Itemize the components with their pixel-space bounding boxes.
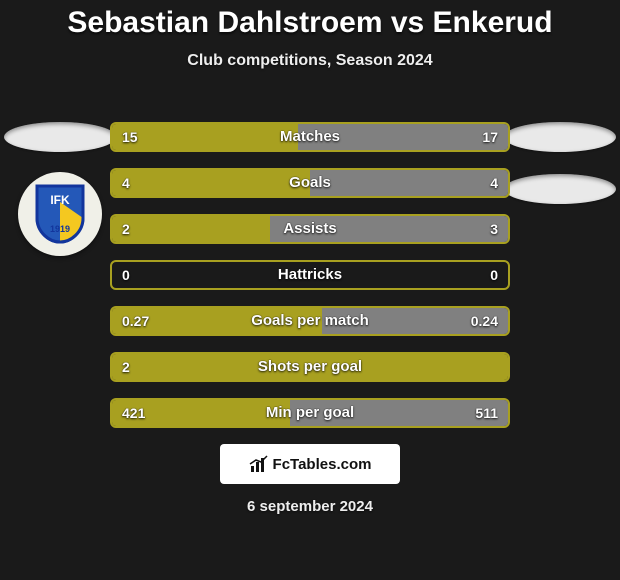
club-left-badge: IFK 1919	[18, 172, 102, 256]
stat-value-left: 0	[122, 262, 130, 288]
stat-value-left: 4	[122, 170, 130, 196]
stat-row: Matches15 17	[110, 122, 510, 152]
svg-text:1919: 1919	[50, 224, 70, 234]
date-text: 6 september 2024	[0, 498, 620, 515]
stat-value-left: 2	[122, 216, 130, 242]
stat-label: Min per goal	[112, 400, 508, 426]
player-right-column	[504, 122, 616, 204]
stat-value-right: 511	[475, 400, 498, 426]
brand-text: FcTables.com	[273, 456, 372, 473]
stat-value-right: 0	[490, 262, 498, 288]
stat-row: Hattricks0 0	[110, 260, 510, 290]
stat-value-right: 3	[490, 216, 498, 242]
stat-label: Goals	[112, 170, 508, 196]
stat-value-left: 15	[122, 124, 138, 150]
stat-label: Assists	[112, 216, 508, 242]
stat-value-right: 4	[490, 170, 498, 196]
subtitle: Club competitions, Season 2024	[0, 52, 620, 70]
svg-text:IFK: IFK	[50, 193, 70, 207]
player-left-avatar	[4, 122, 116, 152]
stat-value-left: 0.27	[122, 308, 149, 334]
stat-row: Goals per match0.27 0.24	[110, 306, 510, 336]
stat-value-right: 0.24	[471, 308, 498, 334]
stat-row: Shots per goal2	[110, 352, 510, 382]
club-right-avatar	[504, 174, 616, 204]
stat-row: Assists2 3	[110, 214, 510, 244]
shield-icon: IFK 1919	[33, 184, 87, 244]
stat-row: Goals4 4	[110, 168, 510, 198]
player-right-avatar	[504, 122, 616, 152]
stats-panel: Matches1517Goals44Assists23Hattricks00Go…	[110, 122, 510, 444]
stat-value-left: 2	[122, 354, 130, 380]
stat-label: Hattricks	[112, 262, 508, 288]
stat-label: Goals per match	[112, 308, 508, 334]
stat-row: Min per goal421 511	[110, 398, 510, 428]
brand-chart-icon	[249, 454, 269, 474]
stat-label: Shots per goal	[112, 354, 508, 380]
stat-label: Matches	[112, 124, 508, 150]
stat-value-right: 17	[482, 124, 498, 150]
brand-box: FcTables.com	[220, 444, 400, 484]
player-left-column: IFK 1919	[4, 122, 116, 256]
stat-value-left: 421	[122, 400, 145, 426]
page-title: Sebastian Dahlstroem vs Enkerud	[0, 0, 620, 40]
